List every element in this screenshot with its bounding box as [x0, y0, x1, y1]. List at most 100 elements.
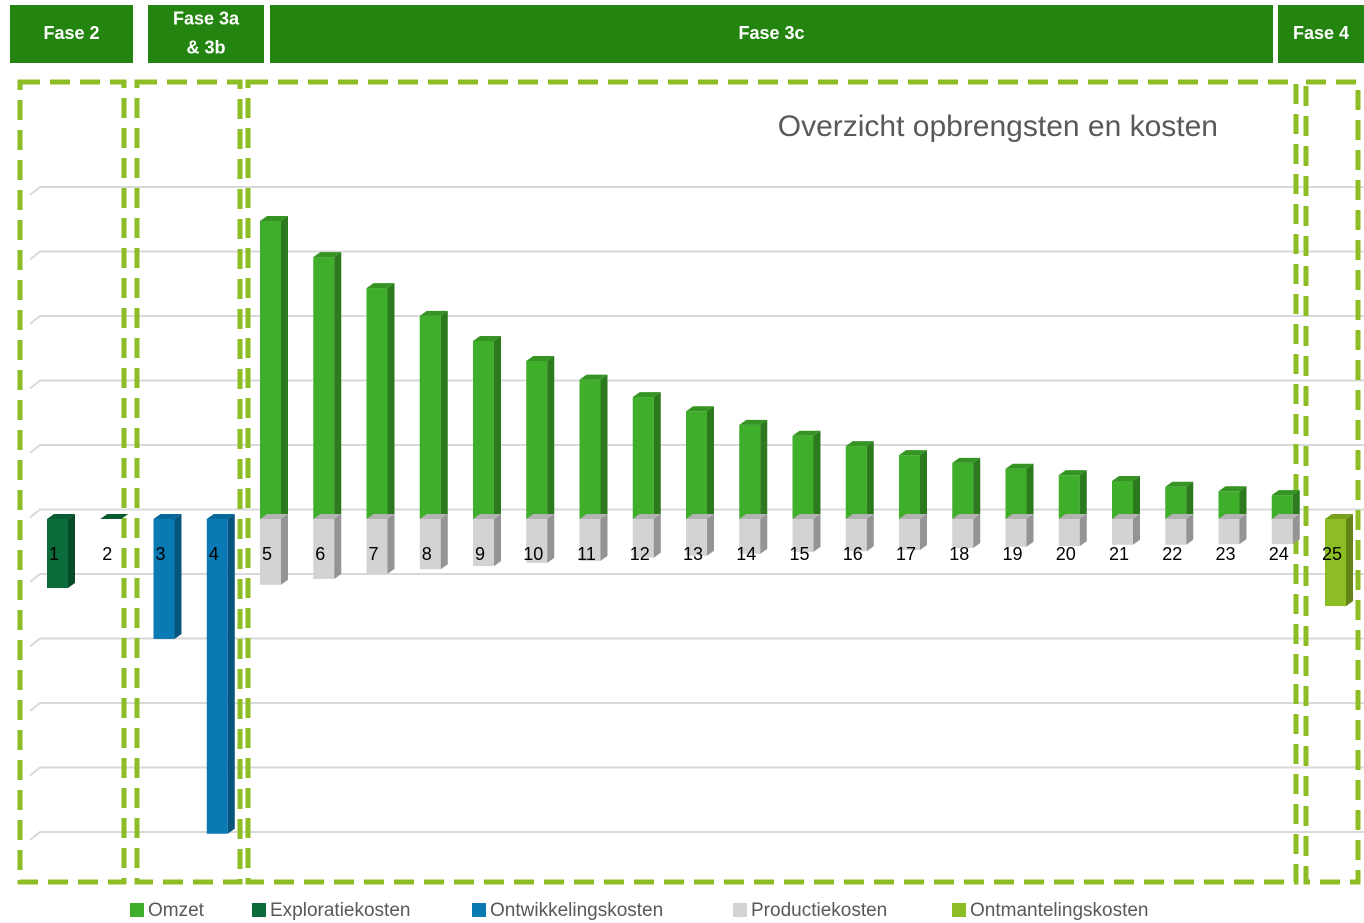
legend-label: Ontwikkelingskosten: [490, 900, 663, 921]
bar: [579, 374, 608, 519]
bar-top: [313, 252, 342, 258]
bar: [845, 514, 874, 552]
bar-side: [1346, 514, 1353, 607]
bar: [1165, 514, 1194, 545]
bar-side: [1186, 481, 1194, 519]
bar-side: [1133, 475, 1140, 519]
bar: [153, 514, 182, 639]
bar-top: [47, 514, 75, 519]
bar: [1058, 470, 1087, 519]
bar-side: [813, 430, 821, 519]
bar: [739, 419, 768, 519]
bar-side: [440, 514, 448, 570]
legend-label: Ontmantelingskosten: [970, 900, 1149, 921]
x-tick-label: 19: [1002, 544, 1022, 564]
bar: [260, 514, 288, 585]
legend-swatch: [952, 903, 966, 917]
bar-top: [366, 283, 395, 289]
x-tick-label: 1: [49, 544, 59, 564]
bar-side: [973, 514, 981, 549]
bar: [526, 514, 555, 563]
bar-front: [579, 379, 601, 519]
bar-top: [1271, 514, 1300, 519]
x-tick-label: 24: [1269, 544, 1289, 564]
phase-label: Fase 2: [43, 23, 99, 43]
legend-label: Exploratiekosten: [270, 900, 410, 921]
bar: [526, 355, 555, 519]
bar-top: [313, 514, 342, 519]
legend-label: Omzet: [148, 900, 205, 921]
bar-side: [866, 514, 874, 552]
bar-front: [1058, 519, 1080, 547]
grid-line: [29, 379, 1364, 390]
bar-side: [387, 514, 395, 574]
bar-front: [1005, 468, 1027, 519]
bar-front: [1058, 475, 1080, 519]
bar-side: [1026, 514, 1034, 547]
bar-side: [1079, 470, 1087, 519]
bar-top: [366, 514, 395, 519]
bar-top: [473, 335, 501, 341]
bar: [845, 441, 874, 519]
bar-front: [1112, 480, 1133, 519]
bar-front: [473, 340, 494, 519]
bar: [1218, 514, 1247, 545]
bar-front: [419, 519, 441, 570]
bar: [473, 335, 501, 519]
bar-front: [792, 519, 814, 552]
bar-top: [206, 514, 235, 519]
bar-front: [1271, 495, 1293, 519]
bar-front: [1271, 519, 1293, 545]
bar-top: [100, 514, 129, 519]
bar: [739, 514, 768, 554]
grid: [29, 186, 1364, 841]
bar-front: [739, 519, 761, 554]
bar-front: [899, 455, 920, 519]
bar-front: [845, 446, 867, 519]
bar-front: [686, 519, 707, 556]
legend-label: Productiekosten: [751, 900, 887, 921]
bar-side: [281, 216, 288, 519]
phase-header: [10, 5, 133, 63]
bar: [686, 514, 714, 556]
grid-line: [29, 702, 1364, 712]
bar-front: [206, 519, 228, 834]
bar-top: [632, 514, 661, 519]
bar-top: [1058, 470, 1087, 476]
bar-side: [653, 514, 661, 558]
bar: [313, 252, 342, 519]
bar-front: [1112, 519, 1133, 545]
bar: [632, 392, 661, 519]
bar-front: [579, 519, 601, 561]
bar: [899, 514, 927, 550]
bar: [1165, 481, 1194, 519]
x-tick-label: 13: [683, 544, 703, 564]
bar-top: [1325, 514, 1353, 519]
x-tick-label: 18: [949, 544, 969, 564]
chart-title: Overzicht opbrengsten en kosten: [778, 110, 1218, 143]
bar-front: [1325, 519, 1346, 607]
x-tick-label: 15: [789, 544, 809, 564]
bar-top: [792, 514, 821, 519]
bar: [1271, 514, 1300, 545]
bar-top: [260, 216, 288, 222]
bar: [952, 457, 981, 519]
phase-label: Fase 3a: [173, 8, 240, 28]
bar-top: [1058, 514, 1087, 519]
bar-front: [419, 315, 441, 519]
x-tick-label: 5: [262, 544, 272, 564]
grid-line: [29, 573, 1364, 583]
bar-side: [68, 514, 75, 589]
bar-top: [1112, 514, 1140, 519]
x-tick-label: 7: [368, 544, 378, 564]
bar-top: [792, 430, 821, 436]
bar-front: [526, 360, 548, 519]
bar-side: [760, 419, 768, 519]
bar-top: [1271, 490, 1300, 496]
x-tick-label: 8: [422, 544, 432, 564]
bar-side: [1292, 514, 1300, 545]
phase-label: Fase 4: [1293, 23, 1349, 43]
x-tick-label: 21: [1109, 544, 1129, 564]
bar-top: [526, 514, 555, 519]
